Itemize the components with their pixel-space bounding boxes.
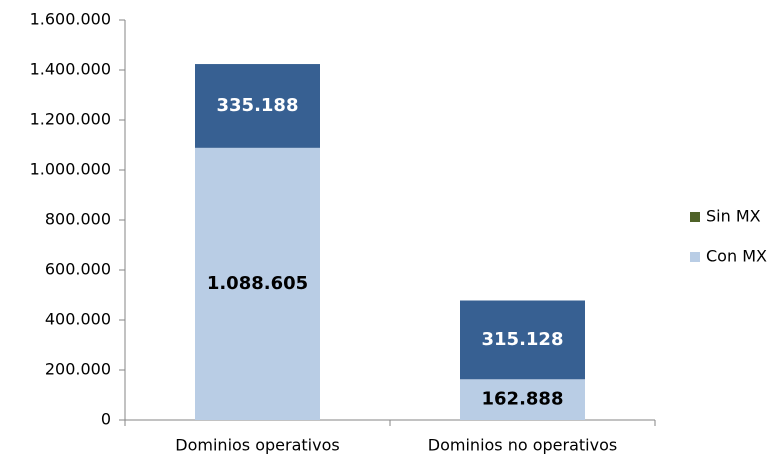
y-tick-label: 400.000 (45, 310, 111, 329)
y-tick-label: 800.000 (45, 210, 111, 229)
y-tick-label: 1.400.000 (30, 60, 111, 79)
bar-segment (460, 379, 585, 420)
data-label: 1.088.605 (207, 273, 308, 294)
legend-label: Con MX (706, 247, 767, 266)
data-label: 162.888 (482, 389, 564, 410)
y-tick-label: 0 (101, 410, 111, 429)
bar-segment (195, 64, 320, 148)
y-tick-label: 1.000.000 (30, 160, 111, 179)
legend-swatch (690, 252, 700, 262)
y-tick-label: 1.200.000 (30, 110, 111, 129)
data-label: 335.188 (217, 95, 299, 116)
y-tick-label: 600.000 (45, 260, 111, 279)
bar-segment (460, 300, 585, 380)
y-tick-label: 1.600.000 (30, 10, 111, 29)
legend-swatch (690, 212, 700, 222)
legend-label: Sin MX (706, 207, 761, 226)
data-label: 315.128 (482, 329, 564, 350)
bar-segment (195, 147, 320, 420)
x-tick-label: Dominios operativos (175, 436, 339, 455)
x-tick-label: Dominios no operativos (428, 436, 617, 455)
y-tick-label: 200.000 (45, 360, 111, 379)
